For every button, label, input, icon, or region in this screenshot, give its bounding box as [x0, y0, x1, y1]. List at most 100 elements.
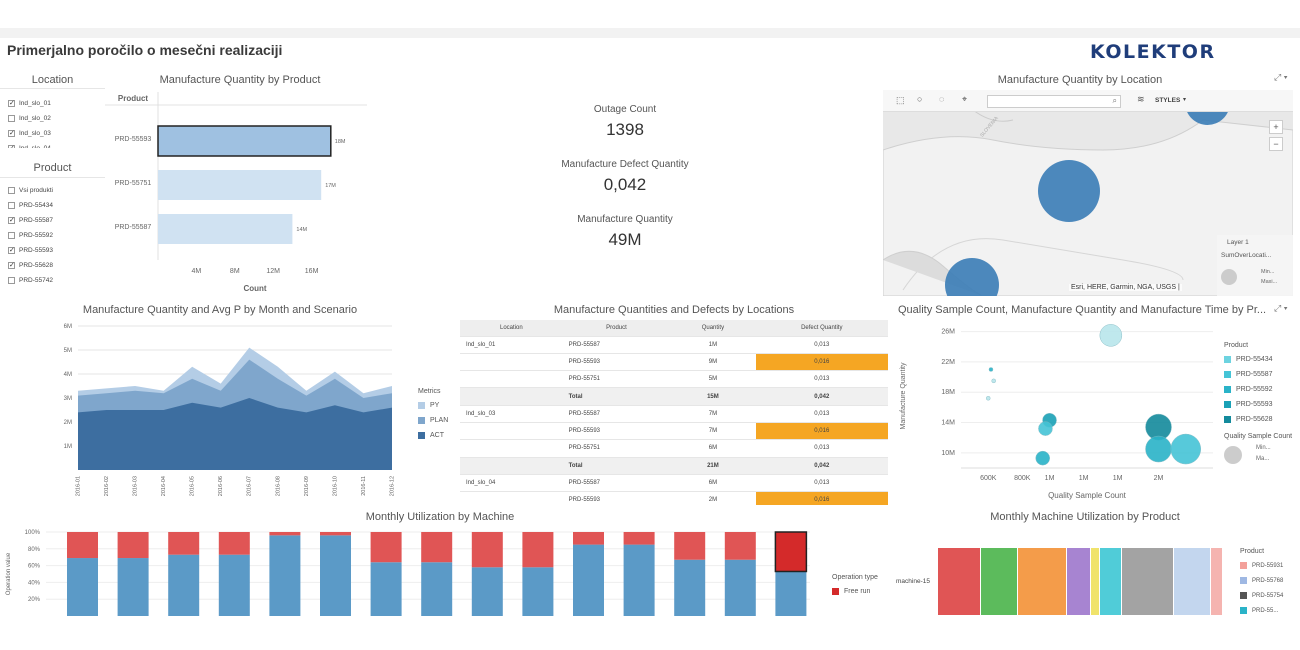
- checkbox[interactable]: ✓: [8, 247, 15, 254]
- map-search-input[interactable]: ⌕: [987, 95, 1121, 108]
- expand-icon[interactable]: ⤢ ▾: [1274, 72, 1288, 82]
- product-filter-item[interactable]: PRD-55742: [8, 273, 103, 288]
- legend-label: PRD-55768: [1252, 577, 1284, 584]
- product-segment[interactable]: [1173, 548, 1211, 615]
- checkbox[interactable]: [8, 187, 15, 194]
- rect-select-icon[interactable]: ⬚: [896, 95, 905, 105]
- checkbox[interactable]: [8, 115, 15, 122]
- table-row[interactable]: Total 21M 0,042: [460, 457, 888, 475]
- product-filter-item[interactable]: ✓ PRD-55628: [8, 258, 103, 273]
- table-cell-location: [460, 353, 563, 372]
- expand-icon[interactable]: ⤢ ▾: [1274, 303, 1288, 313]
- map-bubble[interactable]: [945, 258, 999, 296]
- bar-run: [370, 562, 402, 616]
- checkbox[interactable]: ✓: [8, 145, 15, 148]
- legend-item[interactable]: ACT: [418, 428, 458, 443]
- legend-item[interactable]: PRD-55587: [1224, 367, 1300, 382]
- legend-item[interactable]: PRD-55434: [1224, 352, 1300, 367]
- column-header[interactable]: Product: [562, 320, 671, 337]
- table-row[interactable]: Ind_slo_03 PRD-55587 7M 0,013: [460, 405, 888, 423]
- checkbox[interactable]: [8, 232, 15, 239]
- free-run-swatch: [832, 588, 839, 595]
- circle-select-icon[interactable]: ○: [917, 94, 923, 104]
- product-segment[interactable]: [938, 548, 981, 615]
- checkbox[interactable]: [8, 202, 15, 209]
- layer-legend: Layer 1 SumOverLocati... Min... Maxi...: [1217, 235, 1293, 296]
- product-filter-item[interactable]: PRD-55434: [8, 198, 103, 213]
- bar: [157, 125, 332, 157]
- legend-item[interactable]: PRD-55754: [1240, 588, 1300, 603]
- legend-item[interactable]: PRD-55628: [1224, 412, 1300, 427]
- product-segment[interactable]: [1017, 548, 1067, 615]
- zoom-in-button[interactable]: +: [1269, 120, 1283, 134]
- checkbox[interactable]: ✓: [8, 262, 15, 269]
- map-panel[interactable]: SLOVENIA + − Layer 1 SumOverLocati... Mi…: [883, 90, 1293, 296]
- bar-free-run: [67, 532, 98, 559]
- table-cell-defect: 0,013: [755, 370, 888, 389]
- clear-selection-icon[interactable]: ⌖: [962, 94, 968, 104]
- legend-item[interactable]: PRD-55768: [1240, 573, 1300, 588]
- product-segment[interactable]: [1210, 548, 1223, 615]
- styles-button[interactable]: STYLES: [1155, 97, 1181, 104]
- location-filter-item[interactable]: ✓ Ind_slo_03: [8, 126, 103, 141]
- product-segment[interactable]: [1091, 548, 1101, 615]
- table-row[interactable]: PRD-55751 5M 0,013: [460, 370, 888, 389]
- legend-item[interactable]: PRD-55931: [1240, 558, 1300, 573]
- legend-title: Product: [1240, 548, 1265, 555]
- table-row[interactable]: PRD-55593 7M 0,016: [460, 422, 888, 441]
- legend-item[interactable]: PRD-55593: [1224, 397, 1300, 412]
- x-tick-label: 1M: [1079, 475, 1089, 482]
- x-tick-label: 2016-04: [161, 476, 167, 496]
- product-filter-item[interactable]: ✓ PRD-55593: [8, 243, 103, 258]
- checkbox[interactable]: ✓: [8, 130, 15, 137]
- outage-count-value: 1398: [606, 120, 644, 139]
- legend-item[interactable]: PRD-55...: [1240, 603, 1300, 618]
- table-cell-location: [460, 387, 563, 406]
- product-segment[interactable]: [1100, 548, 1122, 615]
- legend-item[interactable]: PRD-55592: [1224, 382, 1300, 397]
- table-row[interactable]: Ind_slo_04 PRD-55587 6M 0,013: [460, 474, 888, 493]
- map-bubble[interactable]: [1038, 160, 1100, 222]
- area-chart-title: Manufacture Quantity and Avg P by Month …: [82, 304, 358, 316]
- legend-swatch: [1224, 386, 1231, 393]
- kolektor-logo: KOLEKTOR: [1090, 41, 1216, 63]
- legend-item[interactable]: PLAN: [418, 413, 458, 428]
- product-filter-item[interactable]: Vsi produkti: [8, 183, 103, 198]
- legend-title: Operation type: [832, 574, 878, 581]
- table-cell-quantity: 2M: [670, 491, 756, 505]
- column-header[interactable]: Location: [460, 320, 563, 337]
- location-filter-item[interactable]: ✓ Ind_slo_01: [8, 96, 103, 111]
- zoom-out-button[interactable]: −: [1269, 137, 1283, 151]
- legend-swatch: [418, 432, 425, 439]
- layers-icon[interactable]: ≋: [1137, 94, 1145, 104]
- legend-item[interactable]: PY: [418, 398, 458, 413]
- table-row[interactable]: PRD-55751 6M 0,013: [460, 439, 888, 458]
- bar-free-run: [674, 532, 706, 560]
- chevron-down-icon[interactable]: ▾: [1183, 97, 1187, 103]
- area-legend: Metrics PY PLAN ACT: [418, 388, 458, 443]
- column-header[interactable]: Defect Quantity: [755, 320, 888, 337]
- table-row[interactable]: PRD-55593 2M 0,016: [460, 491, 888, 505]
- column-header[interactable]: Quantity: [670, 320, 756, 337]
- product-filter-item-label: PRD-55628: [19, 262, 53, 269]
- table-row[interactable]: Ind_slo_01 PRD-55587 1M 0,013: [460, 336, 888, 354]
- checkbox[interactable]: ✓: [8, 100, 15, 107]
- lasso-icon[interactable]: ◌: [939, 94, 945, 104]
- table-row[interactable]: Total 15M 0,042: [460, 387, 888, 406]
- location-filter-item[interactable]: Ind_slo_02: [8, 111, 103, 126]
- checkbox[interactable]: ✓: [8, 217, 15, 224]
- location-filter-item[interactable]: ✓ Ind_slo_04: [8, 141, 103, 148]
- product-filter-item[interactable]: ✓ PRD-55587: [8, 213, 103, 228]
- qty-by-product-chart: Product PRD-55593 18M PRD-55751 17M PRD-55587…: [105, 92, 367, 293]
- product-segment[interactable]: [1121, 548, 1174, 615]
- bar-run: [573, 544, 604, 616]
- table-row[interactable]: PRD-55593 9M 0,016: [460, 353, 888, 372]
- legend-label: ACT: [430, 432, 444, 439]
- product-filter-item[interactable]: PRD-55592: [8, 228, 103, 243]
- x-tick-label: 2016-01: [75, 476, 81, 496]
- checkbox[interactable]: [8, 277, 15, 284]
- product-segment[interactable]: [980, 548, 1018, 615]
- product-segment[interactable]: [1066, 548, 1092, 615]
- qty-by-product-title: Manufacture Quantity by Product: [159, 74, 321, 86]
- scatter-point: [985, 396, 991, 401]
